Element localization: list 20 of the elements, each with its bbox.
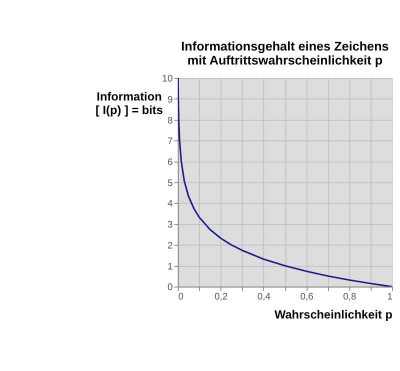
y-tick-label: 1	[167, 261, 173, 272]
y-tick-label: 9	[167, 94, 173, 106]
y-tick-label: 3	[167, 220, 173, 231]
x-tick-label: 0,4	[257, 292, 271, 303]
y-tick-label: 5	[167, 178, 173, 189]
x-tick-label: 0,8	[343, 292, 356, 303]
x-tick-label: 0	[178, 292, 184, 303]
y-tick-label: 2	[167, 240, 173, 252]
y-tick-label: 0	[167, 282, 173, 294]
chart-title: Informationsgehalt eines Zeichens mit Auftrittswahrscheinlichkeit p	[181, 39, 389, 68]
y-tick-label: 8	[167, 115, 173, 126]
x-tick-label: 0,6	[300, 292, 314, 303]
x-tick-label: 0,2	[214, 292, 228, 303]
y-tick-label: 7	[167, 136, 173, 148]
y-tick-label: 6	[167, 157, 173, 168]
y-tick-label: 4	[167, 198, 173, 210]
x-tick-label: 1	[387, 292, 392, 303]
y-axis-title: Information [ I(p) ] = bits	[96, 89, 164, 117]
y-tick-label: 10	[162, 74, 173, 85]
x-axis-title: Wahrscheinlichkeit p	[274, 308, 392, 322]
